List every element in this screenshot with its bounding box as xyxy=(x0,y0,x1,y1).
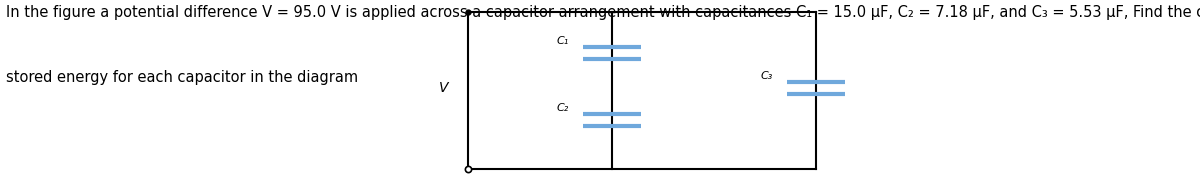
Text: C₁: C₁ xyxy=(557,36,569,46)
Text: C₃: C₃ xyxy=(761,71,773,81)
Text: In the figure a potential difference V = 95.0 V is applied across a capacitor ar: In the figure a potential difference V =… xyxy=(6,5,1200,20)
Text: stored energy for each capacitor in the diagram: stored energy for each capacitor in the … xyxy=(6,70,358,85)
Text: V: V xyxy=(439,81,449,95)
Text: C₂: C₂ xyxy=(557,103,569,113)
